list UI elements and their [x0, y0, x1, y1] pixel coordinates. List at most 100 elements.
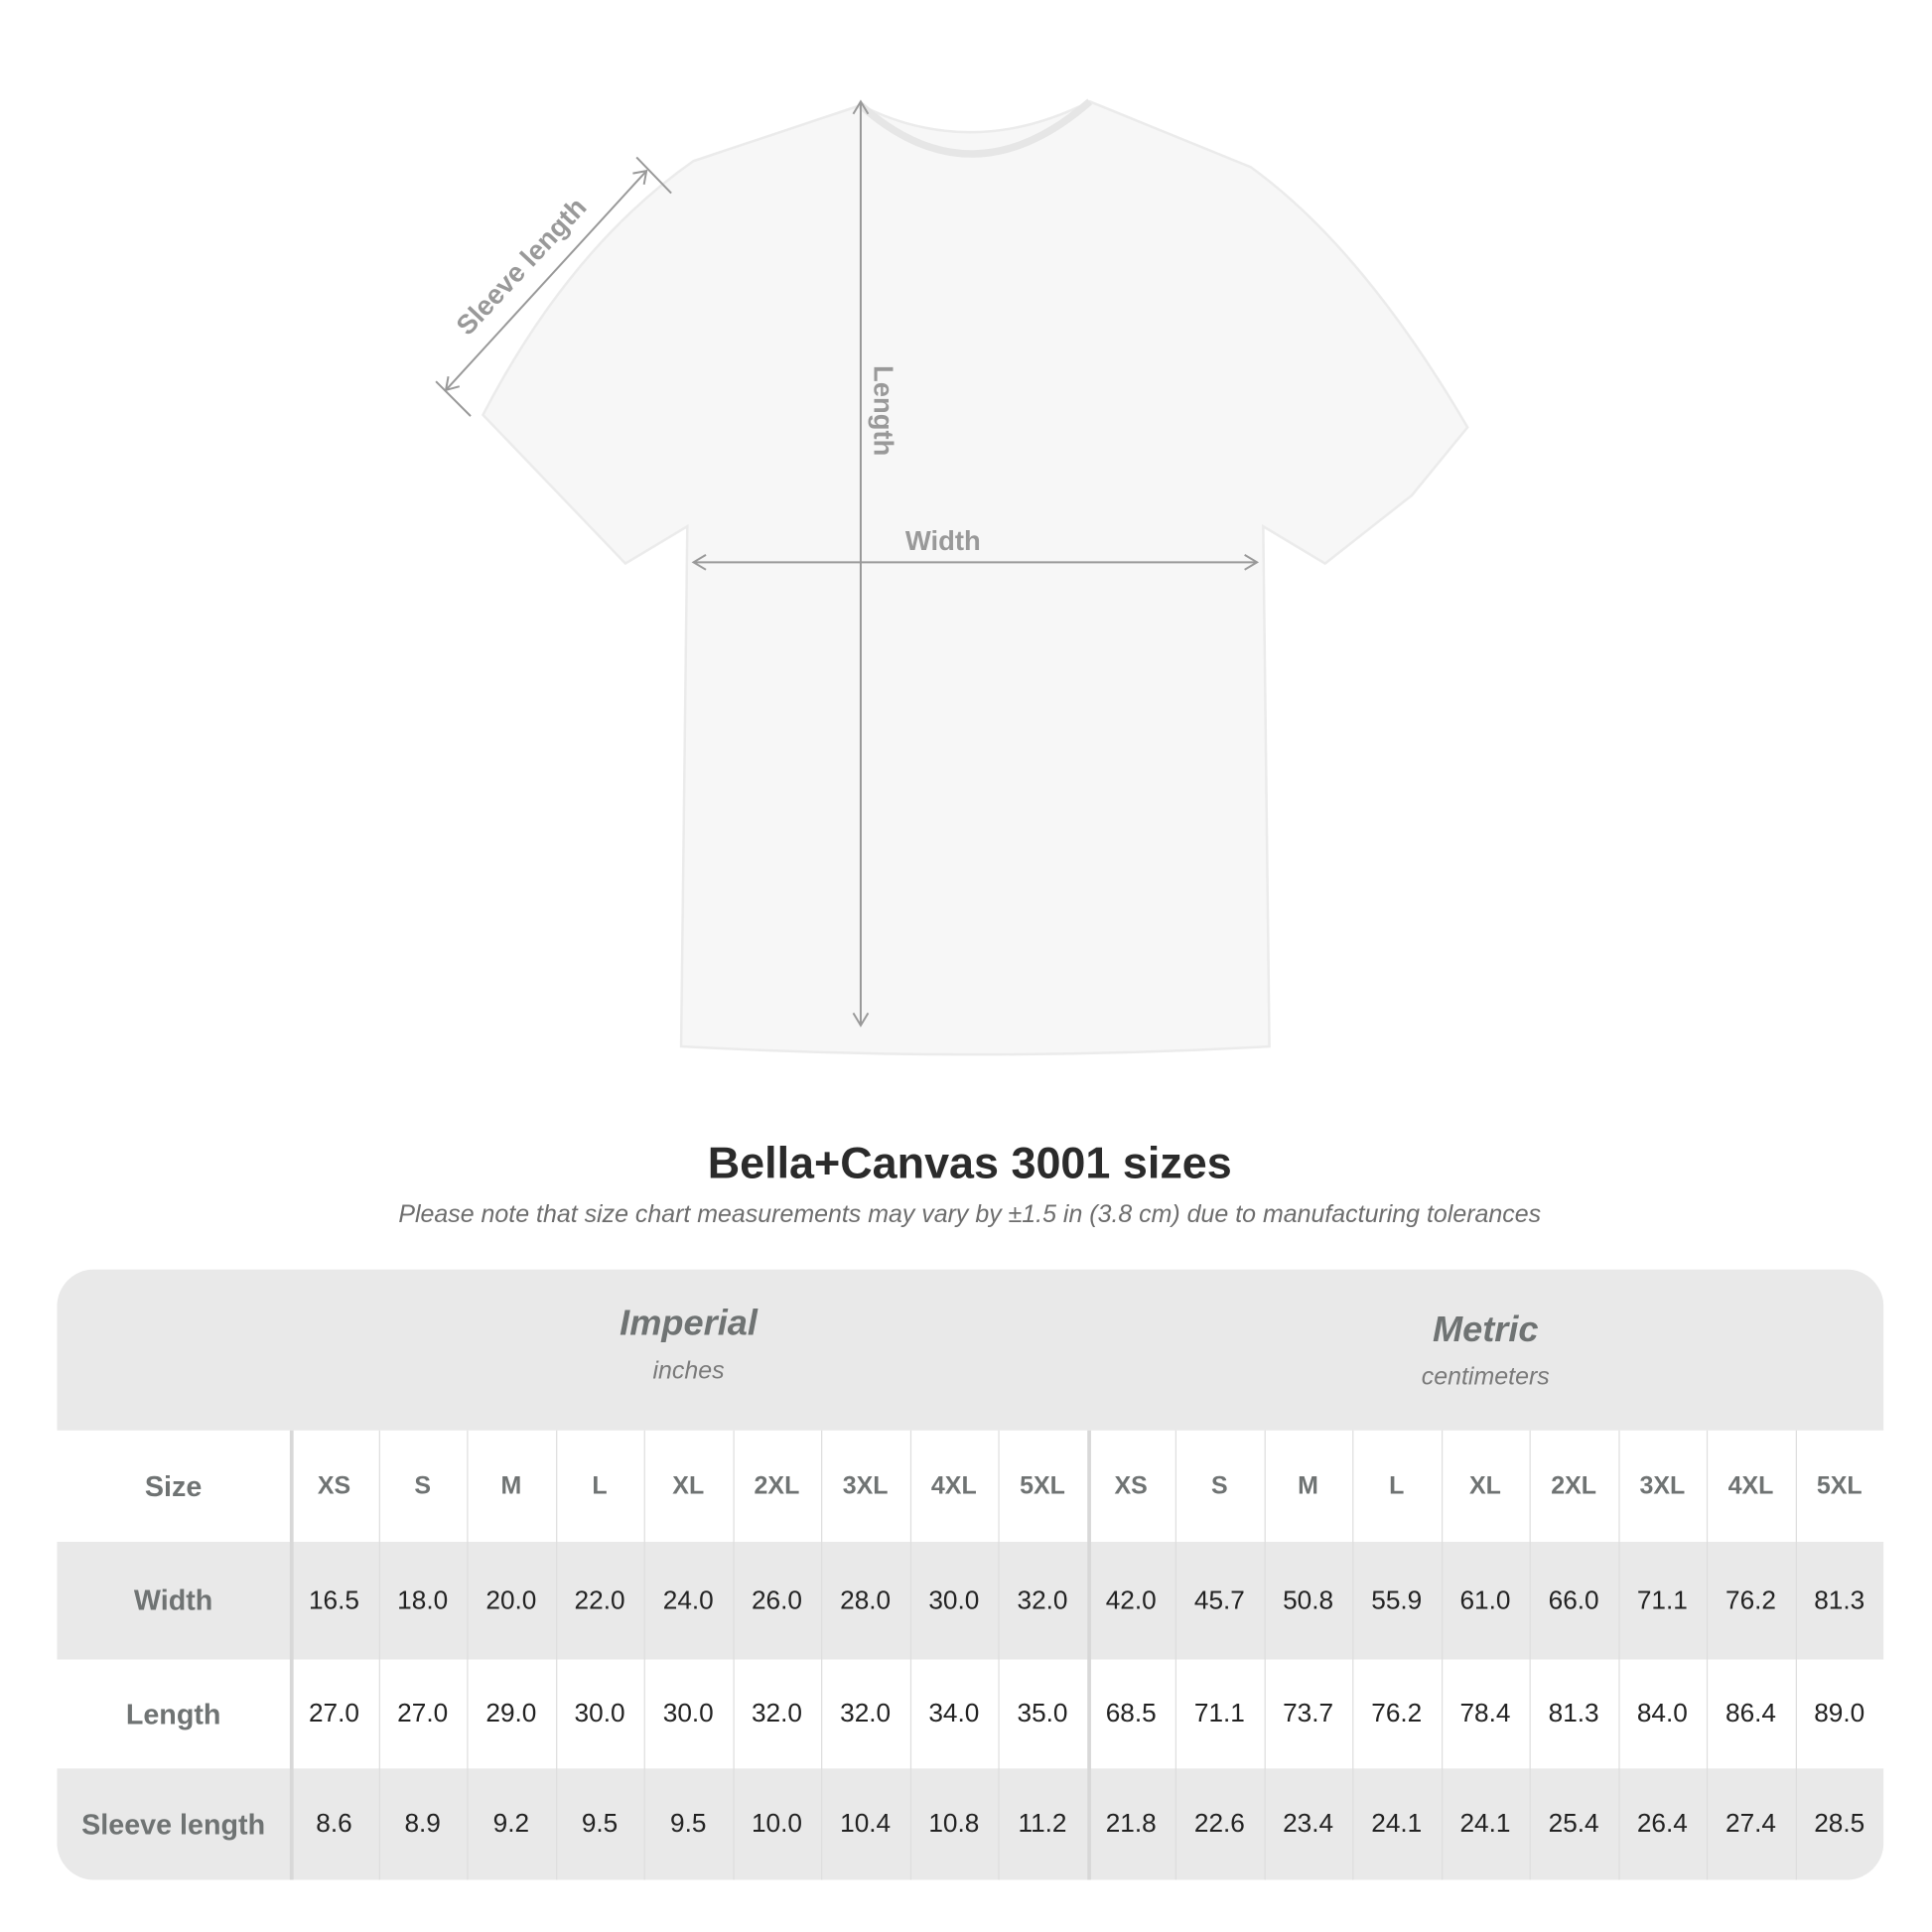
- column-divider: [1529, 1430, 1531, 1880]
- size-header: 5XL: [1020, 1471, 1065, 1499]
- size-header: L: [592, 1471, 608, 1499]
- table-cell: 22.6: [1193, 1809, 1245, 1839]
- table-cell: 81.3: [1548, 1699, 1599, 1728]
- table-cell: 24.1: [1371, 1809, 1423, 1839]
- table-cell: 24.1: [1459, 1809, 1511, 1839]
- size-header: 4XL: [1727, 1471, 1774, 1499]
- size-header: 4XL: [930, 1471, 977, 1499]
- header-band: [57, 1269, 1884, 1431]
- table-cell: 76.2: [1371, 1699, 1423, 1728]
- size-header: S: [1211, 1471, 1228, 1499]
- table-cell: 73.7: [1283, 1699, 1334, 1728]
- table-cell: 86.4: [1725, 1699, 1777, 1728]
- row-band: [57, 1768, 1884, 1880]
- column-divider: [555, 1430, 557, 1880]
- size-header: XL: [672, 1471, 705, 1499]
- table-cell: 27.4: [1725, 1809, 1777, 1839]
- column-divider: [643, 1430, 645, 1880]
- table-cell: 30.0: [662, 1699, 714, 1728]
- size-header: 2XL: [754, 1471, 800, 1499]
- column-divider: [1441, 1430, 1443, 1880]
- column-divider: [378, 1430, 380, 1880]
- table-cell: 30.0: [574, 1699, 625, 1728]
- table-cell: 76.2: [1725, 1586, 1777, 1614]
- column-divider: [821, 1430, 823, 1880]
- column-divider: [1617, 1430, 1619, 1880]
- table-cell: 10.4: [840, 1809, 892, 1839]
- length-label: Length: [869, 365, 899, 456]
- table-cell: 28.5: [1814, 1809, 1865, 1839]
- table-cell: 9.5: [581, 1809, 619, 1839]
- row-band: [57, 1542, 1884, 1660]
- width-label: Width: [905, 525, 981, 556]
- table-cell: 78.4: [1459, 1699, 1511, 1728]
- table-cell: 84.0: [1636, 1699, 1688, 1728]
- table-cell: 18.0: [397, 1586, 449, 1614]
- size-header: M: [500, 1471, 522, 1499]
- chart-title: Bella+Canvas 3001 sizes: [707, 1137, 1232, 1188]
- table-cell: 55.9: [1371, 1586, 1423, 1614]
- table-cell: 30.0: [928, 1586, 980, 1614]
- size-header: 5XL: [1816, 1471, 1863, 1499]
- column-divider: [909, 1430, 911, 1880]
- column-divider: [1795, 1430, 1797, 1880]
- table-cell: 27.0: [397, 1699, 449, 1728]
- imperial-header: Imperial inches: [290, 1305, 1087, 1386]
- table-cell: 29.0: [485, 1699, 537, 1728]
- table-cell: 23.4: [1283, 1809, 1334, 1839]
- tshirt-shape: [481, 99, 1469, 1056]
- table-cell: 10.0: [751, 1809, 802, 1839]
- metric-title: Metric: [1432, 1310, 1539, 1350]
- column-divider: [1706, 1430, 1709, 1880]
- table-cell: 89.0: [1814, 1699, 1865, 1728]
- table-cell: 32.0: [751, 1699, 802, 1728]
- table-cell: 25.4: [1548, 1809, 1599, 1839]
- table-cell: 34.0: [928, 1699, 980, 1728]
- table-cell: 22.0: [574, 1586, 625, 1614]
- table-cell: 21.8: [1105, 1809, 1157, 1839]
- table-cell: 71.1: [1636, 1586, 1688, 1614]
- table-cell: 28.0: [840, 1586, 892, 1614]
- size-header: 3XL: [842, 1471, 889, 1499]
- table-cell: 61.0: [1459, 1586, 1511, 1614]
- measure-lines: [435, 99, 1260, 1028]
- size-label: Size: [144, 1469, 203, 1502]
- size-header: XS: [1114, 1471, 1148, 1499]
- table-cell: 71.1: [1193, 1699, 1245, 1728]
- size-header: M: [1298, 1471, 1318, 1499]
- column-divider: [732, 1430, 735, 1880]
- table-cell: 9.2: [492, 1809, 530, 1839]
- table-cell: 11.2: [1018, 1809, 1067, 1839]
- metric-unit: centimeters: [1421, 1363, 1550, 1391]
- tshirt-diagram: Sleeve length Length Width: [435, 98, 1469, 1056]
- table-cell: 8.6: [316, 1809, 352, 1839]
- metric-header: Metric centimeters: [1087, 1311, 1883, 1392]
- imperial-unit: inches: [652, 1357, 725, 1385]
- row-label: Sleeve length: [81, 1807, 266, 1841]
- column-divider: [1263, 1430, 1266, 1880]
- size-header: L: [1389, 1471, 1405, 1499]
- table-cell: 20.0: [485, 1586, 537, 1614]
- size-header: 2XL: [1551, 1471, 1597, 1499]
- table-cell: 27.0: [308, 1699, 359, 1728]
- table-cell: 26.4: [1636, 1809, 1688, 1839]
- column-divider: [467, 1430, 469, 1880]
- tolerance-note: Please note that size chart measurements…: [398, 1200, 1542, 1229]
- table-cell: 45.7: [1193, 1586, 1245, 1614]
- table-cell: 68.5: [1105, 1699, 1157, 1728]
- column-divider: [1174, 1430, 1177, 1880]
- row-label: Width: [133, 1584, 213, 1616]
- table-cell: 32.0: [840, 1699, 892, 1728]
- column-divider: [1086, 1430, 1091, 1880]
- table-cell: 81.3: [1814, 1586, 1865, 1614]
- table-cell: 10.8: [928, 1809, 980, 1839]
- table-cell: 8.9: [404, 1809, 441, 1839]
- table-cell: 32.0: [1017, 1586, 1068, 1614]
- size-header: 3XL: [1639, 1471, 1686, 1499]
- size-header: XS: [317, 1471, 351, 1499]
- table-cell: 24.0: [662, 1586, 714, 1614]
- row-label: Length: [125, 1697, 221, 1729]
- table-cell: 9.5: [670, 1809, 707, 1839]
- table-cell: 35.0: [1017, 1699, 1068, 1728]
